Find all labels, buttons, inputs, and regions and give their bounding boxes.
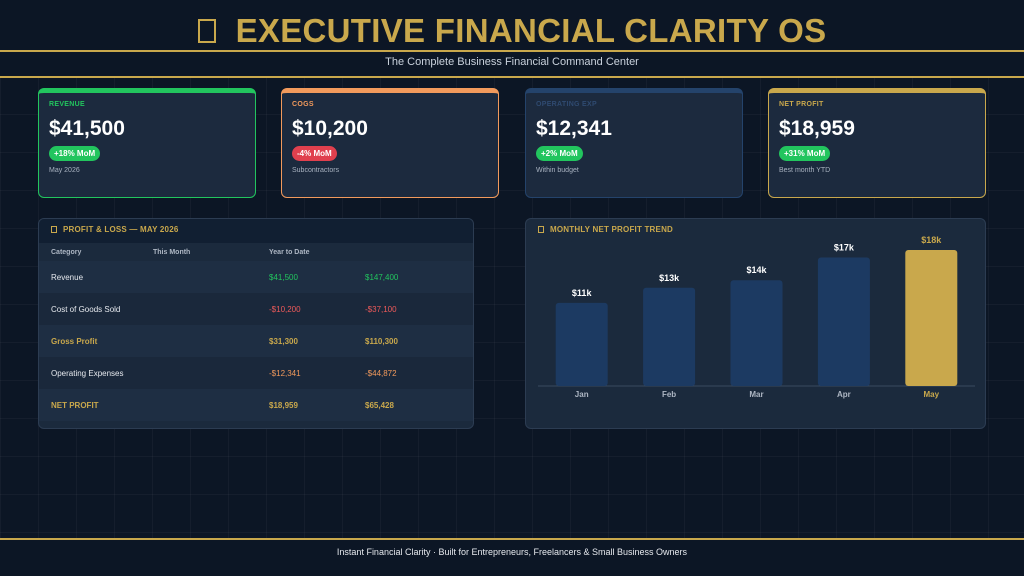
bar-mar [730, 280, 783, 386]
kpi-card-net-profit[interactable]: NET PROFIT $18,959 +31% MoM Best month Y… [768, 88, 986, 198]
kpi-badge: +2% MoM [536, 146, 583, 161]
chart-title: MONTHLY NET PROFIT TREND [550, 225, 674, 234]
row-values: -$10,200 -$37,100 [257, 293, 473, 325]
column-header-category: Category [51, 248, 82, 256]
kpi-label: NET PROFIT [779, 101, 824, 108]
profit-loss-header: PROFIT & LOSS — MAY 2026 [39, 219, 473, 243]
profit-loss-table: Category This Month Year to Date Revenue… [39, 243, 473, 421]
data-label: $13k [659, 273, 680, 283]
footer: Instant Financial Clarity · Built for En… [0, 538, 1024, 576]
profit-loss-title: PROFIT & LOSS — MAY 2026 [63, 225, 179, 234]
kpi-badge: +18% MoM [49, 146, 101, 161]
table-row: Cost of Goods Sold -$10,200 -$37,100 [39, 293, 473, 325]
kpi-value: $41,500 [49, 117, 125, 140]
kpi-label: COGS [292, 101, 314, 108]
kpi-note: Within budget [536, 167, 579, 174]
kpi-badge: +31% MoM [779, 146, 831, 161]
net-profit-bar-chart: $11k Jan $13k Feb $14k Mar $17k Apr $18k May [538, 235, 975, 399]
bar-apr [817, 257, 870, 386]
row-month-value: -$10,200 [269, 304, 301, 314]
table-header-row: Category This Month Year to Date [39, 243, 473, 261]
kpi-note: Subcontractors [292, 167, 340, 174]
row-category: Revenue [39, 261, 141, 293]
x-tick-label: May [924, 390, 940, 399]
row-values: $31,300 $110,300 [257, 325, 473, 357]
net-profit-trend-panel: MONTHLY NET PROFIT TREND $11k Jan $13k Feb $… [525, 218, 986, 429]
row-ytd-value: -$44,872 [365, 368, 397, 378]
column-header-this-month: This Month [153, 248, 191, 256]
kpi-value: $10,200 [292, 117, 368, 140]
kpi-label: OPERATING EXP [536, 101, 597, 108]
row-spacer [141, 357, 257, 389]
page-title: EXECUTIVE FINANCIAL CLARITY OS [0, 12, 1024, 50]
row-values: $41,500 $147,400 [257, 261, 473, 293]
data-label: $11k [572, 288, 593, 298]
x-tick-label: Feb [662, 390, 676, 399]
kpi-label: REVENUE [49, 101, 85, 108]
row-spacer [141, 325, 257, 357]
row-spacer [141, 389, 257, 421]
x-tick-label: Jan [575, 390, 589, 399]
bar-feb [643, 287, 696, 386]
bar-may [905, 250, 958, 386]
x-tick-label: Mar [749, 390, 763, 399]
kpi-card-operating-exp[interactable]: OPERATING EXP $12,341 +2% MoM Within bud… [525, 88, 743, 198]
row-month-value: $18,959 [269, 400, 298, 410]
data-label: $17k [834, 243, 855, 253]
row-category: NET PROFIT [39, 389, 141, 421]
kpi-note: Best month YTD [779, 167, 831, 174]
table-row: Operating Expenses -$12,341 -$44,872 [39, 357, 473, 389]
row-spacer [141, 261, 257, 293]
row-month-value: $41,500 [269, 272, 298, 282]
bar-jan [555, 302, 608, 386]
header-divider [0, 50, 1024, 52]
kpi-card-revenue[interactable]: REVENUE $41,500 +18% MoM May 2026 [38, 88, 256, 198]
data-label: $14k [746, 265, 767, 275]
row-values: -$12,341 -$44,872 [257, 357, 473, 389]
row-ytd-value: $65,428 [365, 400, 394, 410]
column-header-ytd: Year to Date [269, 248, 310, 256]
table-row: Gross Profit $31,300 $110,300 [39, 325, 473, 357]
table-row: NET PROFIT $18,959 $65,428 [39, 389, 473, 421]
chart-icon [538, 226, 544, 233]
x-tick-label: Apr [837, 390, 851, 399]
logo-icon [197, 19, 216, 43]
row-values: $18,959 $65,428 [257, 389, 473, 421]
kpi-value: $18,959 [779, 117, 855, 140]
row-ytd-value: -$37,100 [365, 304, 397, 314]
data-label: $18k [921, 235, 942, 245]
row-spacer [141, 293, 257, 325]
chart-header: MONTHLY NET PROFIT TREND [526, 219, 985, 243]
kpi-card-cogs[interactable]: COGS $10,200 -4% MoM Subcontractors [281, 88, 499, 198]
kpi-badge: -4% MoM [292, 146, 337, 161]
row-category: Operating Expenses [39, 357, 141, 389]
row-ytd-value: $110,300 [365, 336, 398, 346]
page-subtitle: The Complete Business Financial Command … [385, 56, 639, 68]
row-ytd-value: $147,400 [365, 272, 399, 282]
row-category: Cost of Goods Sold [39, 293, 141, 325]
table-row: Revenue $41,500 $147,400 [39, 261, 473, 293]
row-month-value: -$12,341 [269, 368, 301, 378]
page-title-text: EXECUTIVE FINANCIAL CLARITY OS [235, 12, 827, 49]
header: EXECUTIVE FINANCIAL CLARITY OS The Compl… [0, 0, 1024, 78]
kpi-note: May 2026 [49, 167, 80, 174]
row-category: Gross Profit [39, 325, 141, 357]
kpi-value: $12,341 [536, 117, 612, 140]
report-icon [51, 226, 57, 233]
row-month-value: $31,300 [269, 336, 298, 346]
profit-loss-panel: PROFIT & LOSS — MAY 2026 Category This M… [38, 218, 474, 429]
